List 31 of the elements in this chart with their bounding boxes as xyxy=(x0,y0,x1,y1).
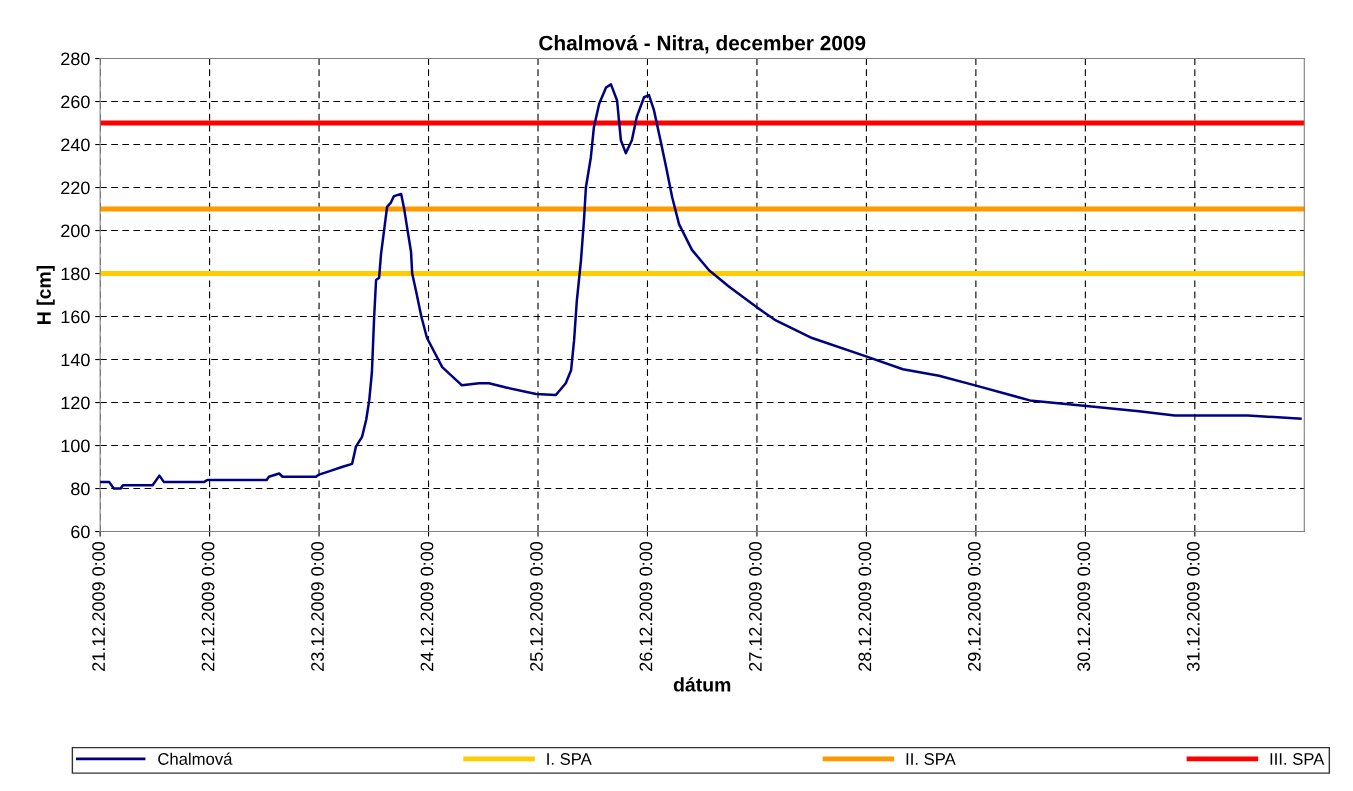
legend-label: I. SPA xyxy=(547,753,592,765)
y-tick-label: 160 xyxy=(61,310,90,324)
y-tick-label: 120 xyxy=(61,396,90,410)
x-tick-label: 28.12.2009 0:00 xyxy=(858,541,872,671)
y-tick-label: 80 xyxy=(71,482,90,496)
legend-label: II. SPA xyxy=(906,753,956,765)
chart-title: Chalmová - Nitra, december 2009 xyxy=(539,34,866,54)
x-tick-label: 23.12.2009 0:00 xyxy=(311,541,324,671)
x-tick-label: 22.12.2009 0:00 xyxy=(201,541,215,671)
x-tick-label: 30.12.2009 0:00 xyxy=(1077,541,1091,672)
y-tick-label: 100 xyxy=(61,439,90,453)
y-tick-label: 240 xyxy=(61,138,90,152)
y-tick-label: 60 xyxy=(71,525,90,539)
x-tick-label: 27.12.2009 0:00 xyxy=(749,541,762,671)
y-axis-title: H [cm] xyxy=(36,265,55,324)
y-tick-label: 140 xyxy=(61,353,90,367)
x-axis-title: dátum xyxy=(673,677,731,692)
x-tick-label: 24.12.2009 0:00 xyxy=(420,541,434,671)
legend-label: Chalmová xyxy=(158,752,233,765)
x-tick-label: 26.12.2009 0:00 xyxy=(639,541,653,671)
legend-label: III. SPA xyxy=(1270,753,1325,765)
y-tick-label: 280 xyxy=(61,52,90,66)
x-tick-label: 21.12.2009 0:00 xyxy=(92,541,105,671)
y-tick-label: 200 xyxy=(61,224,90,238)
y-tick-label: 260 xyxy=(61,95,90,109)
line-series xyxy=(100,83,1302,490)
y-tick-label: 220 xyxy=(61,181,90,195)
x-tick-label: 25.12.2009 0:00 xyxy=(530,541,543,671)
x-tick-label: 31.12.2009 0:00 xyxy=(1186,541,1200,672)
y-tick-label: 180 xyxy=(61,267,90,281)
x-tick-label: 29.12.2009 0:00 xyxy=(967,541,981,671)
